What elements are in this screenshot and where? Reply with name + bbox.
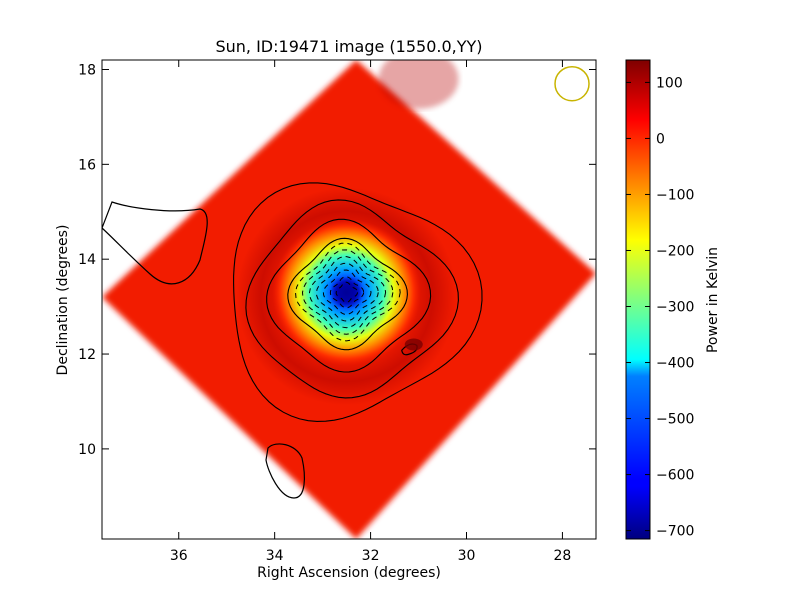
colorbar-ticks: 100 0 −100 −200 −300 −400 −500 −600 −700 bbox=[626, 75, 694, 540]
colorbar-tick-label: −300 bbox=[656, 300, 694, 316]
colorbar-tick-label: 0 bbox=[656, 131, 665, 147]
x-axis-ticks: 36 34 32 30 28 bbox=[170, 60, 572, 564]
chart-title: Sun, ID:19471 image (1550.0,YY) bbox=[215, 37, 482, 56]
y-axis-label: Declination (degrees) bbox=[55, 225, 71, 376]
y-axis-ticks: 10 12 14 16 18 bbox=[78, 62, 596, 458]
y-tick-label: 10 bbox=[78, 442, 96, 458]
central-minimum bbox=[333, 279, 361, 306]
negative-contour-line bbox=[322, 269, 372, 315]
y-tick-label: 16 bbox=[78, 157, 96, 173]
colorbar-tick-label: −700 bbox=[656, 524, 694, 540]
colorbar-tick-label: −600 bbox=[656, 468, 694, 484]
y-tick-label: 12 bbox=[78, 347, 96, 363]
colorbar-tick-label: −200 bbox=[656, 243, 694, 259]
negative-contour-line bbox=[329, 276, 365, 309]
contour-line bbox=[102, 201, 208, 285]
x-tick-label: 36 bbox=[170, 548, 188, 564]
upper-dark-patch bbox=[378, 60, 459, 109]
negative-contour-line bbox=[301, 249, 394, 335]
x-axis-label: Right Ascension (degrees) bbox=[257, 565, 441, 581]
beam-marker bbox=[554, 65, 590, 102]
x-tick-label: 30 bbox=[458, 548, 476, 564]
y-tick-label: 18 bbox=[78, 62, 96, 78]
contour-line bbox=[265, 443, 305, 499]
contour-lines bbox=[102, 182, 483, 499]
plot-frame bbox=[101, 59, 597, 540]
colorbar-tick-label: 100 bbox=[656, 75, 683, 91]
secondary-minimum bbox=[404, 338, 423, 351]
colorbar-tick-label: −500 bbox=[656, 412, 694, 428]
x-tick-label: 34 bbox=[266, 548, 284, 564]
colorbar-tick-label: −400 bbox=[656, 356, 694, 372]
colorbar bbox=[625, 59, 651, 540]
negative-contour-line bbox=[315, 262, 379, 322]
contour-line bbox=[266, 218, 432, 373]
colorbar-label: Power in Kelvin bbox=[705, 247, 721, 353]
x-tick-label: 28 bbox=[554, 548, 572, 564]
y-tick-label: 14 bbox=[78, 252, 96, 268]
negative-contour-line bbox=[335, 281, 359, 303]
negative-contour-line bbox=[308, 256, 387, 329]
contour-line bbox=[287, 237, 408, 351]
contour-line bbox=[245, 199, 459, 399]
x-tick-label: 32 bbox=[362, 548, 380, 564]
contour-line bbox=[233, 182, 483, 422]
colorbar-tick-label: −100 bbox=[656, 187, 694, 203]
